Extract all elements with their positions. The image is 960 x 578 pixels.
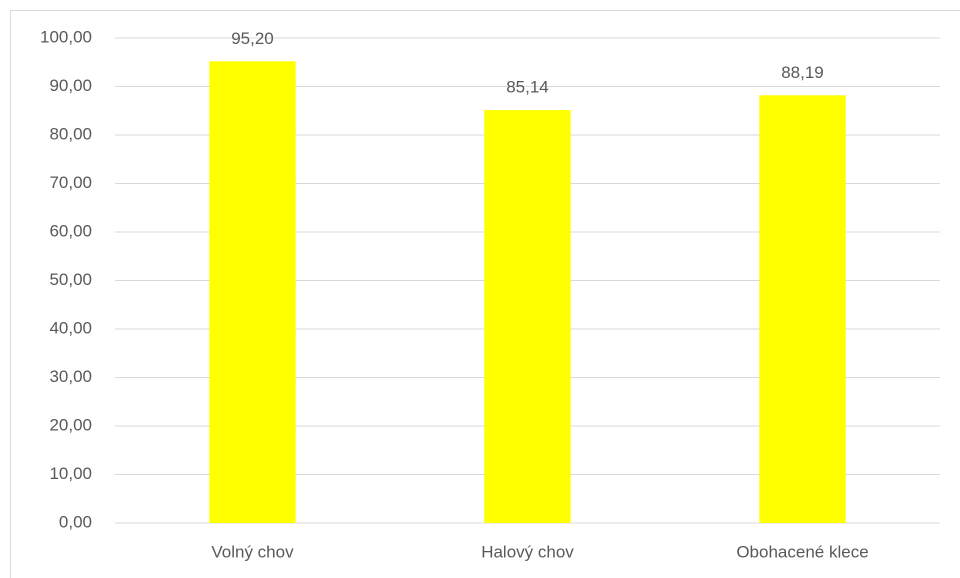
bar <box>209 61 296 523</box>
y-tick-label: 60,00 <box>49 221 92 240</box>
x-tick-label: Obohacené klece <box>736 542 868 561</box>
bar <box>484 110 571 524</box>
y-tick-label: 0,00 <box>59 512 92 531</box>
value-label: 85,14 <box>506 78 549 97</box>
bar <box>759 95 846 523</box>
y-tick-label: 40,00 <box>49 318 92 337</box>
x-tick-label: Halový chov <box>481 542 574 561</box>
y-tick-label: 90,00 <box>49 76 92 95</box>
y-tick-label: 50,00 <box>49 270 92 289</box>
value-label: 88,19 <box>781 63 824 82</box>
y-tick-label: 20,00 <box>49 415 92 434</box>
value-label: 95,20 <box>231 29 274 48</box>
y-tick-label: 10,00 <box>49 464 92 483</box>
y-tick-label: 100,00 <box>40 27 92 46</box>
y-tick-label: 80,00 <box>49 124 92 143</box>
y-tick-label: 70,00 <box>49 173 92 192</box>
x-tick-label: Volný chov <box>211 542 294 561</box>
y-tick-label: 30,00 <box>49 367 92 386</box>
